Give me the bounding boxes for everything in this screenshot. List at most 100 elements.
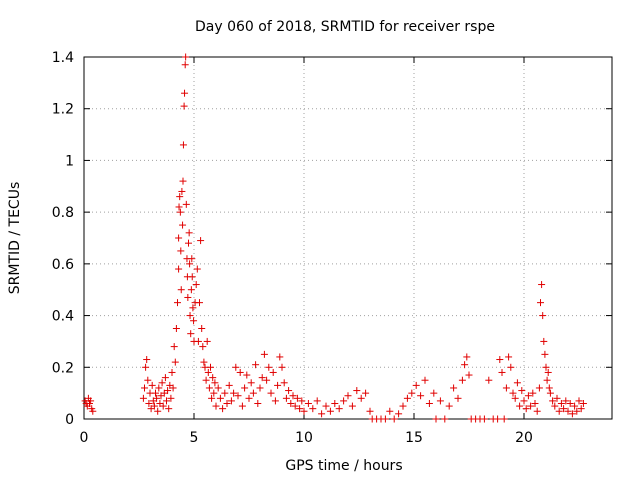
data-point: [390, 415, 398, 423]
data-point: [176, 208, 184, 216]
data-point: [154, 407, 162, 415]
data-point: [175, 203, 183, 211]
data-point: [271, 397, 279, 405]
data-point: [465, 371, 473, 379]
data-point: [232, 363, 240, 371]
data-point: [335, 405, 343, 413]
data-point: [287, 399, 295, 407]
data-point: [179, 141, 187, 149]
data-point: [203, 337, 211, 345]
data-point: [399, 402, 407, 410]
y-tick-label: 0.8: [52, 205, 74, 221]
data-point: [386, 407, 394, 415]
data-point: [174, 299, 181, 307]
data-point: [202, 376, 210, 384]
data-point: [236, 368, 244, 376]
data-point: [304, 399, 312, 407]
data-point: [436, 397, 444, 405]
data-point: [553, 394, 561, 402]
data-point: [527, 402, 535, 410]
data-point: [546, 389, 554, 397]
data-point: [417, 392, 425, 400]
data-point: [461, 361, 469, 369]
data-point: [170, 343, 178, 351]
data-point: [450, 384, 458, 392]
data-point: [144, 376, 152, 384]
x-tick-label: 10: [295, 430, 313, 446]
data-point: [181, 89, 189, 97]
data-point: [167, 394, 175, 402]
data-point: [539, 312, 547, 320]
data-point: [531, 399, 539, 407]
data-point: [505, 353, 513, 361]
data-point: [549, 397, 557, 405]
data-point: [204, 368, 212, 376]
data-point: [366, 407, 374, 415]
data-point: [230, 389, 238, 397]
data-point: [175, 234, 183, 242]
data-point: [425, 399, 433, 407]
data-point: [225, 381, 233, 389]
data-point: [158, 379, 166, 387]
data-point: [182, 200, 190, 208]
data-point: [179, 221, 187, 229]
data-point: [362, 389, 370, 397]
data-point: [537, 299, 544, 307]
data-point: [557, 399, 565, 407]
plot-frame: [83, 56, 613, 420]
data-point: [289, 392, 297, 400]
data-point: [165, 405, 173, 413]
y-tick-label: 0.2: [52, 360, 74, 376]
data-point: [298, 397, 306, 405]
x-tick-label: 0: [80, 430, 89, 446]
data-point: [291, 402, 299, 410]
data-point: [454, 394, 462, 402]
data-point: [193, 265, 201, 273]
data-point: [139, 394, 147, 402]
data-point: [190, 317, 198, 325]
data-point: [524, 392, 532, 400]
data-point: [263, 376, 271, 384]
data-point: [243, 371, 251, 379]
data-point: [208, 394, 216, 402]
data-point: [544, 368, 552, 376]
data-point: [579, 399, 587, 407]
data-point: [566, 399, 574, 407]
data-point: [541, 350, 549, 358]
data-point: [196, 299, 203, 307]
data-point: [87, 397, 95, 405]
data-point: [296, 405, 304, 413]
tick-layer: 0 0.2 0.4 0.6 0.8 1 1.2 1.4 0 5 10 15 20: [52, 50, 612, 446]
data-point: [148, 381, 156, 389]
data-point: [159, 402, 167, 410]
data-point: [573, 407, 581, 415]
data-point: [285, 387, 293, 395]
data-point: [150, 402, 158, 410]
points-layer: [81, 53, 587, 423]
data-point: [187, 286, 195, 294]
data-point: [500, 415, 508, 423]
data-point: [278, 363, 286, 371]
y-tick-label: 1.2: [52, 102, 74, 118]
data-point: [403, 394, 411, 402]
data-point: [280, 379, 288, 387]
data-point: [143, 356, 151, 364]
x-tick-label: 5: [190, 430, 199, 446]
data-point: [211, 379, 219, 387]
data-point: [200, 358, 208, 366]
y-tick-label: 1.4: [52, 50, 74, 66]
data-point: [182, 53, 190, 61]
data-point: [421, 376, 429, 384]
data-point: [545, 384, 553, 392]
data-point: [192, 281, 200, 289]
data-point: [227, 397, 235, 405]
x-tick-label: 20: [515, 430, 533, 446]
data-point: [538, 281, 546, 289]
data-point: [575, 397, 583, 405]
data-point: [485, 376, 493, 384]
data-point: [152, 389, 159, 397]
data-point: [511, 394, 519, 402]
data-point: [282, 394, 290, 402]
data-point: [256, 384, 264, 392]
